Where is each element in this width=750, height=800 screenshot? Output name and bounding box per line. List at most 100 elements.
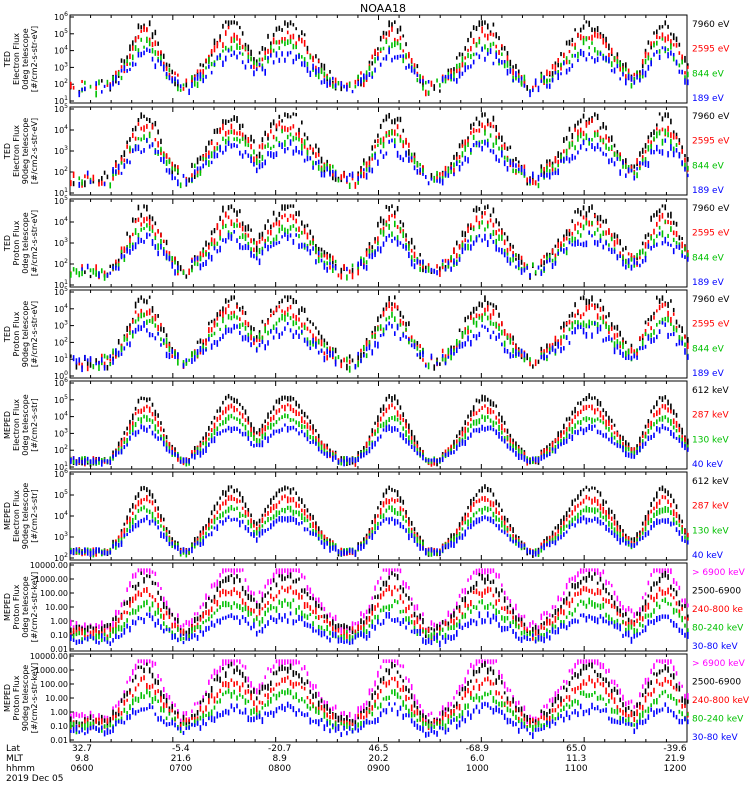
y-tick-exponent: 5 (64, 286, 68, 293)
data-point (405, 335, 407, 339)
data-point (568, 327, 571, 332)
y-axis-label-line: TED (3, 326, 12, 343)
data-point (191, 357, 193, 364)
data-point (126, 426, 128, 431)
data-point (565, 40, 568, 46)
data-point (478, 39, 481, 45)
data-point (684, 55, 686, 63)
data-point (193, 163, 196, 169)
data-point (588, 417, 590, 421)
data-point (227, 232, 230, 240)
data-point (289, 497, 292, 503)
data-point (120, 157, 123, 164)
data-point (261, 517, 264, 524)
data-point (464, 439, 467, 446)
data-point (379, 334, 382, 338)
data-point (622, 342, 624, 350)
data-point (253, 443, 255, 448)
data-point (106, 364, 109, 371)
data-point (253, 432, 255, 437)
data-point (224, 138, 227, 145)
data-point (526, 85, 529, 91)
data-point (419, 260, 421, 264)
data-point (495, 44, 498, 49)
data-point (565, 68, 568, 75)
data-point (393, 214, 396, 219)
data-point (467, 427, 469, 433)
data-point (210, 160, 213, 165)
data-point (410, 338, 413, 343)
data-point (306, 155, 309, 162)
data-point (281, 129, 283, 134)
data-point (613, 161, 616, 167)
data-point (371, 349, 374, 356)
data-point (577, 494, 579, 500)
data-point (399, 323, 402, 327)
data-point (436, 270, 438, 276)
data-point (486, 486, 489, 493)
data-point (563, 137, 565, 143)
data-point (227, 485, 230, 492)
data-point (377, 246, 379, 252)
data-point (306, 232, 309, 240)
data-point (115, 450, 117, 457)
data-point (639, 249, 641, 256)
data-point (616, 332, 619, 338)
data-point (582, 398, 585, 402)
data-point (340, 174, 343, 180)
data-point (298, 496, 300, 502)
data-point (464, 145, 467, 152)
data-point (636, 348, 638, 353)
data-point (599, 298, 602, 303)
data-point (574, 327, 576, 335)
data-point (295, 233, 297, 237)
data-point (450, 444, 452, 452)
data-point (461, 520, 464, 526)
data-point (661, 485, 664, 492)
data-point (213, 246, 216, 251)
data-point (247, 332, 250, 340)
data-point (205, 348, 207, 352)
data-point (571, 43, 574, 47)
data-point (89, 274, 92, 279)
data-point (512, 158, 514, 163)
data-point (515, 257, 517, 261)
data-point (402, 222, 405, 228)
data-point (571, 418, 574, 424)
data-point (656, 491, 658, 499)
data-point (205, 145, 207, 153)
data-point (154, 244, 157, 250)
data-point (363, 171, 365, 179)
data-point (470, 315, 472, 320)
data-point (140, 150, 143, 155)
data-point (408, 142, 410, 148)
data-point (579, 210, 582, 217)
data-point (123, 158, 126, 163)
data-point (402, 243, 405, 249)
data-point (275, 429, 278, 433)
data-point (439, 83, 441, 88)
data-point (582, 38, 585, 46)
data-point (506, 55, 509, 62)
data-point (596, 56, 599, 63)
data-point (647, 52, 650, 58)
data-point (486, 33, 489, 41)
data-point (123, 255, 126, 262)
data-point (323, 254, 326, 258)
data-point (551, 64, 554, 70)
data-point (670, 220, 672, 225)
data-point (368, 435, 371, 439)
data-point (298, 326, 300, 330)
data-point (230, 234, 233, 241)
y-tick-label: 105 (54, 489, 68, 500)
data-point (343, 84, 345, 89)
data-point (208, 425, 210, 431)
data-point (399, 506, 402, 512)
data-point (405, 245, 407, 251)
data-point (540, 71, 543, 76)
data-point (495, 238, 498, 245)
data-point (253, 60, 255, 65)
data-point (222, 136, 224, 141)
data-point (625, 451, 627, 458)
data-point (495, 218, 498, 224)
